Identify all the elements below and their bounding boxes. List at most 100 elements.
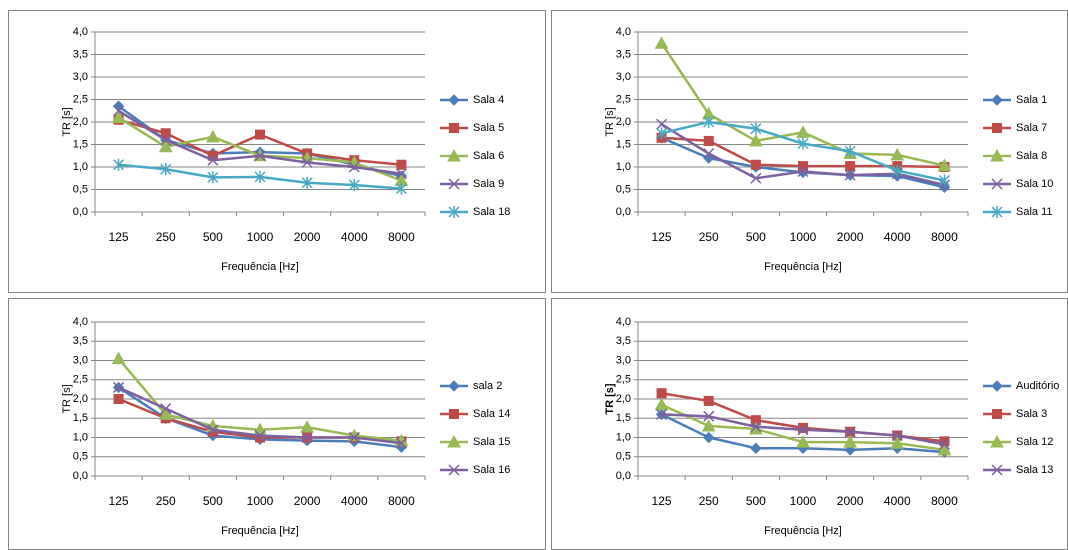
x-tick-label: 2000 [294, 494, 321, 508]
y-tick-label: 2,5 [616, 93, 631, 105]
marker [113, 394, 124, 404]
marker [348, 179, 360, 191]
marker [160, 403, 172, 415]
y-tick-label: 4,0 [73, 26, 88, 38]
marker [113, 381, 125, 393]
marker [749, 133, 763, 147]
marker [796, 435, 810, 448]
legend-label: Sala 7 [1016, 122, 1047, 134]
legend-label: Sala 15 [473, 436, 510, 448]
x-tick-label: 500 [203, 230, 223, 244]
y-tick-label: 4,0 [73, 316, 88, 328]
x-tick-label: 2000 [837, 230, 864, 244]
marker [301, 176, 313, 189]
x-tick-label: 500 [203, 494, 223, 508]
y-tick-label: 1,0 [616, 431, 631, 443]
marker [891, 430, 903, 442]
marker [750, 172, 762, 184]
marker [206, 129, 220, 143]
legend-label: Sala 8 [1016, 150, 1047, 162]
marker [990, 434, 1004, 448]
x-tick-label: 2000 [837, 494, 864, 508]
x-tick-label: 8000 [388, 230, 415, 244]
marker [937, 442, 952, 456]
y-tick-label: 1,0 [73, 161, 88, 173]
marker [113, 105, 125, 117]
marker [449, 409, 459, 419]
y-tick-label: 2,0 [73, 393, 88, 405]
legend-label: Sala 5 [473, 122, 504, 134]
x-tick-label: 250 [699, 494, 719, 508]
marker [447, 148, 461, 162]
x-tick-label: 1000 [247, 494, 274, 508]
marker [798, 422, 808, 433]
marker [991, 380, 1003, 392]
marker [300, 420, 314, 433]
x-axis-title: Frequência [Hz] [764, 261, 842, 273]
marker [395, 437, 407, 449]
marker [937, 158, 952, 172]
marker [703, 395, 714, 406]
x-tick-label: 8000 [931, 230, 958, 244]
marker [749, 421, 763, 435]
y-tick-label: 0,5 [616, 451, 631, 463]
marker [797, 137, 809, 150]
legend-label: Sala 6 [473, 150, 504, 162]
marker [158, 407, 173, 420]
x-axis-title: Frequência [Hz] [221, 525, 299, 537]
marker [160, 163, 172, 176]
marker [448, 178, 460, 190]
marker [750, 159, 761, 170]
chart-panel [8, 298, 546, 550]
marker [448, 380, 460, 392]
legend-label: Sala 13 [1016, 464, 1053, 476]
legend-label: Sala 12 [1016, 436, 1053, 448]
chart: 0,0 0,5 1,0 1,5 2,0 2,5 3,0 3,5 4,0 125 250 500 1000… [8, 298, 546, 550]
marker [703, 410, 715, 422]
legend-label: Sala 14 [473, 408, 510, 420]
marker [796, 125, 810, 138]
marker [158, 139, 173, 153]
legend-label: Sala 1 [1016, 94, 1047, 106]
legend-label: Sala 16 [473, 464, 510, 476]
marker [654, 397, 669, 411]
x-tick-label: 4000 [884, 494, 911, 508]
y-tick-label: 2,0 [616, 393, 631, 405]
x-tick-label: 4000 [341, 494, 368, 508]
y-tick-label: 2,5 [616, 374, 631, 386]
marker [797, 165, 809, 178]
chart: 0,0 0,5 1,0 1,5 2,0 2,5 3,0 3,5 4,0 125 250 500 1000… [551, 298, 1068, 550]
y-tick-label: 0,5 [616, 183, 631, 195]
legend-label: Sala 10 [1016, 178, 1053, 190]
marker [111, 351, 126, 365]
marker [750, 442, 762, 454]
marker [160, 128, 171, 139]
marker [992, 123, 1002, 133]
marker [348, 161, 360, 173]
marker [890, 147, 905, 161]
marker [938, 174, 950, 187]
x-tick-label: 4000 [341, 230, 368, 244]
y-tick-label: 1,0 [73, 431, 88, 443]
marker [991, 178, 1003, 190]
marker [845, 161, 856, 172]
x-axis-title: Frequência [Hz] [764, 525, 842, 537]
marker [844, 426, 856, 438]
legend-label: Sala 3 [1016, 408, 1047, 420]
legend-label: Sala 4 [473, 94, 504, 106]
marker [348, 431, 360, 444]
x-tick-label: 2000 [294, 230, 321, 244]
legend-label: Sala 9 [473, 178, 504, 190]
y-axis-title: TR [s] [61, 384, 73, 413]
marker [992, 409, 1002, 419]
legend-label: sala 2 [473, 380, 502, 392]
y-tick-label: 1,5 [73, 138, 88, 150]
marker [844, 169, 856, 181]
y-tick-label: 2,5 [73, 374, 88, 386]
x-tick-label: 125 [652, 494, 672, 508]
marker [843, 435, 857, 448]
marker [447, 434, 461, 448]
marker [703, 431, 715, 444]
marker [890, 436, 905, 449]
